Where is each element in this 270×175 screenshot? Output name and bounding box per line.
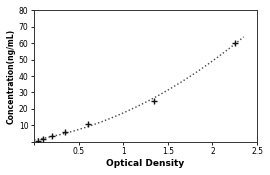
Y-axis label: Concentration(ng/mL): Concentration(ng/mL) <box>7 29 16 124</box>
X-axis label: Optical Density: Optical Density <box>106 159 185 168</box>
